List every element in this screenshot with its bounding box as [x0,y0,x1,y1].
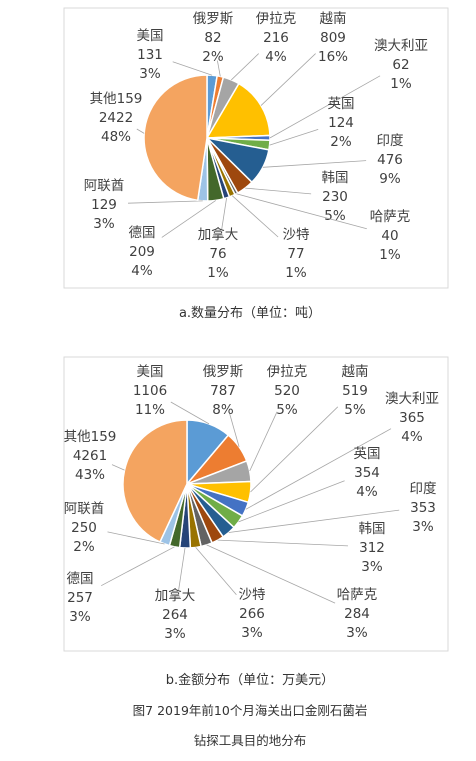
data-label-germany: 德国 257 3% [67,571,94,625]
data-label-australia: 澳大利亚 365 4% [385,391,439,445]
pie-chart-amount: 美国 1106 11% 俄罗斯 787 8% 伊拉克 520 5% 越南 519 5% 澳大利亚 365 4… [64,364,439,642]
leader-line-uk [269,129,319,146]
caption-amount: b.金额分布（单位：万美元） [166,672,334,688]
leader-line-korea [217,539,349,547]
data-label-saudi: 沙特 266 3% [239,587,266,641]
leader-line-uk [238,480,345,523]
leader-line-usa [170,401,210,425]
leader-line-germany [101,546,175,587]
data-label-uae: 阿联酋 129 3% [84,177,125,232]
data-label-germany: 德国 209 4% [129,225,156,279]
figure-title-line1: 图7 2019年前10个月海关出口金刚石菌岩 [133,703,368,718]
leader-line-uae [107,531,165,545]
leader-line-russia [217,60,221,77]
figure-title-line2: 钻探工具目的地分布 [194,733,307,748]
pie-slice-others [143,74,208,202]
data-label-usa: 美国 131 3% [137,28,164,82]
leader-line-vietnam [250,406,339,493]
data-label-korea: 韩国 312 3% [359,521,386,575]
leader-line-vietnam [260,53,316,106]
data-label-canada: 加拿大 264 3% [155,587,196,642]
data-label-kazakhstan: 哈萨克 40 1% [370,209,411,263]
leader-line-others [111,464,125,471]
leader-line-india [262,160,367,168]
leader-line-australia [269,75,381,139]
data-label-vietnam: 越南 809 16% [318,11,348,65]
leader-line-russia [229,412,240,448]
leader-line-australia [245,428,392,510]
data-label-iraq: 伊拉克 216 4% [256,11,297,65]
data-label-russia: 俄罗斯 787 8% [203,364,244,418]
leader-line-india [228,509,400,533]
data-label-saudi: 沙特 77 1% [283,227,310,281]
leader-line-iraq [249,411,278,472]
leader-line-others [136,128,145,134]
data-label-uae: 阿联酋 250 2% [64,500,105,555]
leader-line-canada [221,197,227,230]
pie-slice-others [122,419,188,543]
data-label-india: 印度 476 9% [377,133,404,187]
pie-chart-quantity: 美国 131 3% 俄罗斯 82 2% 伊拉克 216 4% 越南 809 16% 澳大利亚 62 1% 英国… [84,11,428,281]
data-label-usa: 美国 1106 11% [133,364,167,418]
data-label-iraq: 伊拉克 520 5% [267,364,308,418]
leader-line-uae [127,200,203,204]
data-label-canada: 加拿大 76 1% [198,226,239,281]
data-label-russia: 俄罗斯 82 2% [193,11,234,65]
data-label-uk: 英国 354 4% [354,445,381,500]
chart-b-frame [63,356,449,652]
leader-line-saudi [231,195,279,238]
leader-line-kazakhstan [206,544,336,604]
chart-a-frame [63,7,449,289]
data-label-kazakhstan: 哈萨克 284 3% [337,587,378,641]
data-label-india: 印度 353 3% [410,481,437,535]
data-label-korea: 韩国 230 5% [322,170,349,224]
leader-line-usa [172,61,213,76]
leader-line-iraq [231,53,259,81]
data-label-uk: 英国 124 2% [328,95,355,150]
leader-line-saudi [195,547,237,596]
data-label-others: 其他159 4261 43% [64,429,117,483]
leader-line-korea [245,187,312,195]
leader-line-germany [161,200,217,238]
data-label-others: 其他159 2422 48% [90,91,143,145]
caption-quantity: a.数量分布（单位：吨） [179,306,321,321]
leader-line-kazakhstan [236,193,367,230]
data-label-vietnam: 越南 519 5% [342,364,369,418]
data-label-australia: 澳大利亚 62 1% [374,38,428,92]
leader-line-canada [178,547,186,591]
